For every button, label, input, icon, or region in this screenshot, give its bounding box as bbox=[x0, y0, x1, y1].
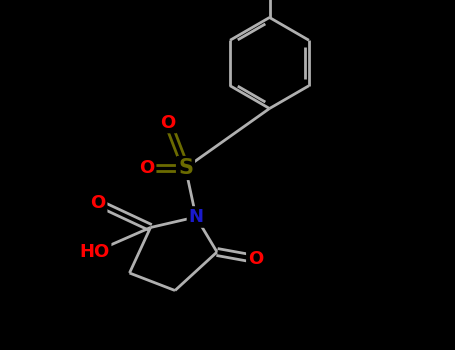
Text: O: O bbox=[160, 113, 176, 132]
Text: O: O bbox=[248, 250, 263, 268]
Text: O: O bbox=[91, 194, 106, 212]
Text: S: S bbox=[178, 158, 193, 178]
Text: N: N bbox=[188, 208, 203, 226]
Text: HO: HO bbox=[79, 243, 110, 261]
Text: O: O bbox=[139, 159, 155, 177]
